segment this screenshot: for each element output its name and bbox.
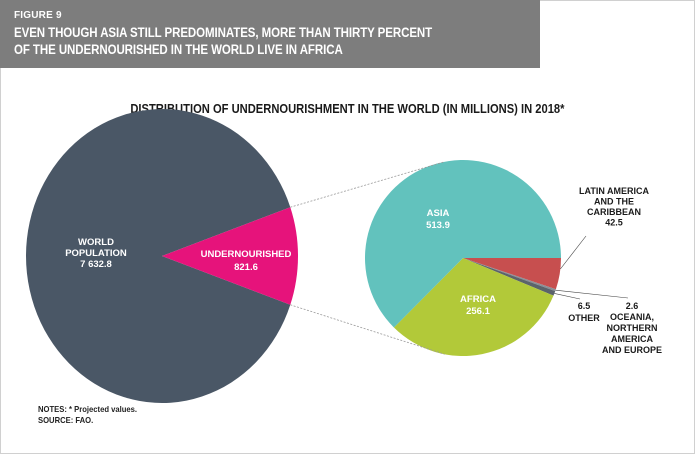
chart-title: DISTRIBUTION OF UNDERNOURISHMENT IN THE …: [0, 101, 695, 116]
figure-header: FIGURE 9 EVEN THOUGH ASIA STILL PREDOMIN…: [0, 0, 540, 68]
pie-slice-world-population: [26, 108, 291, 403]
notes-line: NOTES: * Projected values.: [38, 404, 138, 414]
pie-slice-asia: [364, 159, 561, 328]
source-line: SOURCE: FAO.: [38, 415, 94, 425]
pie-slice-africa: [393, 258, 554, 356]
label-oceania: 2.6 OCEANIA, NORTHERN AMERICA AND EUROPE: [602, 301, 662, 355]
figure-title-line-1: EVEN THOUGH ASIA STILL PREDOMINATES, MOR…: [14, 25, 433, 40]
label-world-population: WORLD POPULATION 7 632.8: [65, 237, 127, 270]
label-other: 6.5 OTHER: [568, 301, 600, 323]
pie-slice-undernourished: [162, 207, 298, 305]
notes: NOTES: * Projected values. SOURCE: FAO.: [38, 404, 148, 426]
pie-slice-oceania-northern-america-and-europe: [463, 258, 556, 292]
figure-title: EVEN THOUGH ASIA STILL PREDOMINATES, MOR…: [14, 24, 530, 58]
chart-title-text: DISTRIBUTION OF UNDERNOURISHMENT IN THE …: [130, 101, 565, 116]
leader-line-other: [554, 293, 581, 300]
leader-line-oceania: [555, 289, 629, 299]
connector-line-top: [290, 161, 445, 208]
leader-line-latin-america: [560, 235, 587, 270]
label-latin-america: LATIN AMERICA AND THE CARIBBEAN 42.5: [579, 186, 649, 228]
pie-slice-other: [463, 258, 556, 296]
label-asia: ASIA 513.9: [426, 208, 450, 231]
figure-title-line-2: OF THE UNDERNOURISHED IN THE WORLD LIVE …: [14, 42, 343, 57]
pie-slice-latin-america-and-the-caribbean: [463, 258, 561, 290]
label-africa: AFRICA 256.1: [460, 294, 496, 317]
connector-line-bottom: [290, 304, 445, 355]
figure-label: FIGURE 9: [14, 10, 62, 21]
label-undernourished: UNDERNOURISHED 821.6: [201, 249, 292, 273]
